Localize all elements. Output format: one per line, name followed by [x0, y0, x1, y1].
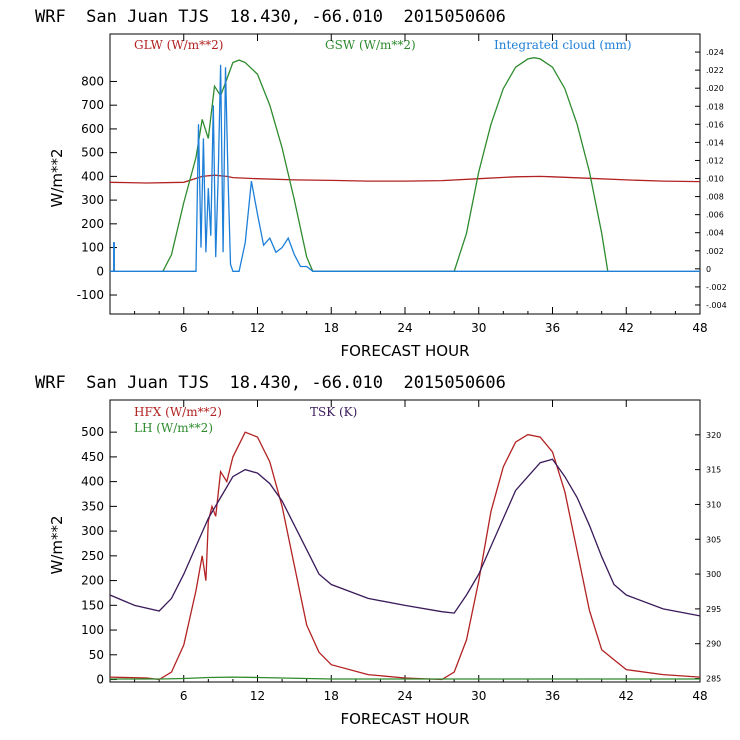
bottom-y-tick-label: 100	[81, 623, 104, 637]
bottom-x-tick-label: 48	[692, 689, 707, 703]
top-x-tick-label: 6	[180, 321, 188, 335]
legend-tsk: TSK (K)	[310, 405, 357, 419]
top-series-line-glw	[109, 174, 701, 184]
bottom-y2-tick-label: 305	[706, 535, 721, 544]
bottom-y-tick-label: 450	[81, 450, 104, 464]
top-y-tick-label: 300	[81, 193, 104, 207]
top-y-tick-label: 700	[81, 98, 104, 112]
top-plot-frame	[109, 33, 701, 315]
legend-gsw: GSW (W/m**2)	[325, 38, 416, 52]
top-y-tick-label: 200	[81, 217, 104, 231]
top-y2-tick-label: .012	[706, 156, 724, 165]
bottom-chart: WRF San Juan TJS 18.430, -66.010 2015050…	[35, 373, 721, 728]
legend-glw: GLW (W/m**2)	[134, 38, 223, 52]
top-y2-tick-label: .020	[706, 84, 724, 93]
bottom-x-tick-label: 30	[471, 689, 486, 703]
top-x-tick-label: 18	[324, 321, 339, 335]
bottom-x-tick-label: 36	[545, 689, 560, 703]
top-y2-tick-label: .006	[706, 211, 724, 220]
top-x-tick-label: 12	[250, 321, 265, 335]
top-y-tick-label: 500	[81, 146, 104, 160]
top-y-tick-label: 800	[81, 74, 104, 88]
top-series-line-gsw	[162, 57, 609, 272]
bottom-y-tick-label: 50	[89, 648, 104, 662]
top-y2-tick-label: .002	[706, 247, 724, 256]
bottom-y-tick-label: 350	[81, 499, 104, 513]
top-chart-title: WRF San Juan TJS 18.430, -66.010 2015050…	[35, 7, 506, 27]
bottom-series-line-lh	[110, 676, 700, 680]
top-y-tick-label: 100	[81, 241, 104, 255]
top-y2-tick-label: .024	[706, 48, 724, 57]
top-y2-tick-label: .010	[706, 175, 724, 184]
bottom-y-tick-label: 400	[81, 475, 104, 489]
top-y-axis-label: W/m**2	[48, 148, 66, 207]
bottom-y2-tick-label: 300	[706, 570, 721, 579]
top-y2-tick-label: .004	[706, 229, 724, 238]
top-y2-tick-label: .022	[706, 66, 724, 75]
bottom-series-line-tsk	[109, 458, 701, 617]
top-x-tick-label: 42	[619, 321, 634, 335]
bottom-y2-tick-label: 285	[706, 675, 721, 684]
bottom-y2-tick-label: 315	[706, 466, 721, 475]
top-x-tick-label: 36	[545, 321, 560, 335]
top-y2-tick-label: .016	[706, 120, 724, 129]
top-y2-tick-label: .018	[706, 102, 724, 111]
bottom-y-axis-label: W/m**2	[48, 515, 66, 574]
bottom-y-tick-label: 250	[81, 549, 104, 563]
top-series-line-cloud	[110, 64, 700, 272]
top-y-tick-label: 600	[81, 122, 104, 136]
legend-lh: LH (W/m**2)	[134, 421, 213, 435]
bottom-x-tick-label: 12	[250, 689, 265, 703]
bottom-y-tick-label: 150	[81, 598, 104, 612]
bottom-x-tick-label: 6	[180, 689, 188, 703]
top-y-tick-label: 0	[96, 264, 104, 278]
top-y2-tick-label: .008	[706, 193, 724, 202]
bottom-y-tick-label: 300	[81, 524, 104, 538]
top-x-tick-label: 48	[692, 321, 707, 335]
bottom-y-tick-label: 0	[96, 673, 104, 687]
top-x-tick-label: 24	[397, 321, 412, 335]
top-y-tick-label: -100	[77, 288, 104, 302]
top-y2-tick-label: -.002	[706, 283, 727, 292]
top-chart: WRF San Juan TJS 18.430, -66.010 2015050…	[35, 7, 727, 360]
bottom-x-tick-label: 18	[324, 689, 339, 703]
bottom-y-tick-label: 500	[81, 425, 104, 439]
bottom-y2-tick-label: 295	[706, 605, 721, 614]
top-y2-tick-label: -.004	[706, 301, 727, 310]
bottom-x-axis-label: FORECAST HOUR	[340, 710, 469, 728]
bottom-chart-title: WRF San Juan TJS 18.430, -66.010 2015050…	[35, 373, 506, 393]
top-y-tick-label: 400	[81, 169, 104, 183]
bottom-x-tick-label: 42	[619, 689, 634, 703]
bottom-y2-tick-label: 320	[706, 431, 721, 440]
top-y2-tick-label: .014	[706, 138, 724, 147]
legend-hfx: HFX (W/m**2)	[134, 405, 222, 419]
top-y2-tick-label: 0	[706, 265, 711, 274]
bottom-y-tick-label: 200	[81, 574, 104, 588]
bottom-y2-tick-label: 290	[706, 640, 721, 649]
legend-integrated-cloud: Integrated cloud (mm)	[494, 38, 632, 52]
top-x-axis-label: FORECAST HOUR	[340, 342, 469, 360]
bottom-series-line-hfx	[109, 431, 701, 681]
bottom-y2-tick-label: 310	[706, 500, 721, 509]
top-x-tick-label: 30	[471, 321, 486, 335]
bottom-x-tick-label: 24	[397, 689, 412, 703]
